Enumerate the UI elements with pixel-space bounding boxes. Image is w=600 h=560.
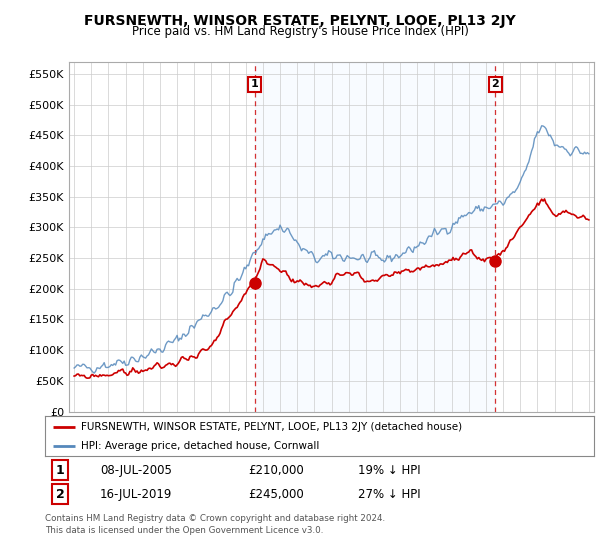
Text: Price paid vs. HM Land Registry's House Price Index (HPI): Price paid vs. HM Land Registry's House …: [131, 25, 469, 38]
Text: HPI: Average price, detached house, Cornwall: HPI: Average price, detached house, Corn…: [80, 441, 319, 451]
Text: £210,000: £210,000: [248, 464, 304, 477]
Text: 16-JUL-2019: 16-JUL-2019: [100, 488, 172, 501]
Bar: [254, 62, 495, 412]
Text: 2: 2: [491, 80, 499, 90]
Text: FURSNEWTH, WINSOR ESTATE, PELYNT, LOOE, PL13 2JY: FURSNEWTH, WINSOR ESTATE, PELYNT, LOOE, …: [84, 14, 516, 28]
Text: Contains HM Land Registry data © Crown copyright and database right 2024.
This d: Contains HM Land Registry data © Crown c…: [45, 514, 385, 535]
Text: 27% ↓ HPI: 27% ↓ HPI: [358, 488, 421, 501]
Text: 2: 2: [56, 488, 65, 501]
Text: 1: 1: [251, 80, 259, 90]
Text: 19% ↓ HPI: 19% ↓ HPI: [358, 464, 421, 477]
Text: 1: 1: [56, 464, 65, 477]
Text: £245,000: £245,000: [248, 488, 304, 501]
Text: FURSNEWTH, WINSOR ESTATE, PELYNT, LOOE, PL13 2JY (detached house): FURSNEWTH, WINSOR ESTATE, PELYNT, LOOE, …: [80, 422, 462, 432]
Text: 08-JUL-2005: 08-JUL-2005: [100, 464, 172, 477]
